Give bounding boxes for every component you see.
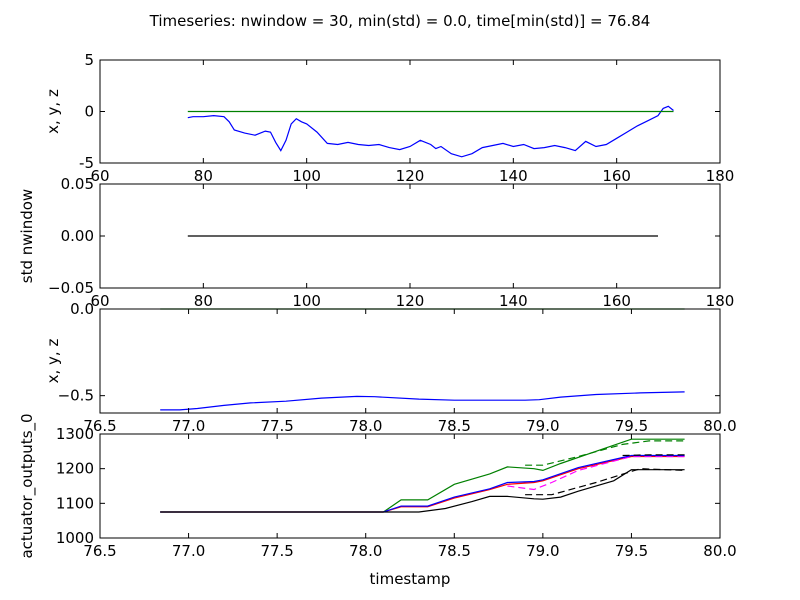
panel-2-y-tick-label: 0.00 <box>61 227 94 245</box>
panel-3-x-tick-label: 80.0 <box>703 417 736 435</box>
panel-3-x-tick-label: 76.5 <box>83 417 116 435</box>
panel-4-series-line-1 <box>160 438 685 513</box>
panel-2-y-tick-label: −0.05 <box>48 279 94 297</box>
panel-2-x-tick-label: 140 <box>499 292 528 310</box>
panel-4-y-tick-label: 1300 <box>56 425 94 443</box>
panel-4-x-tick-label: 77.5 <box>260 542 293 560</box>
panel-4-series-line-3 <box>160 455 685 513</box>
panel-2-x-tick-label: 80 <box>194 292 213 310</box>
panel-3-y-tick-label: −0.5 <box>58 387 94 405</box>
panel-1-x-tick-label: 100 <box>292 167 321 185</box>
panel-4-x-tick-label: 77.0 <box>172 542 205 560</box>
panel-4-y-axis-label: actuator_outputs_0 <box>18 413 37 558</box>
panel-1-y-axis-label: x, y, z <box>44 89 62 134</box>
panel-4-y-tick-label: 1100 <box>56 494 94 512</box>
panel-4-axes-frame <box>99 433 721 539</box>
panel-2-x-tick-label: 160 <box>602 292 631 310</box>
panel-1-x-tick-label: 60 <box>90 167 109 185</box>
panel-3-x-tick-label: 79.0 <box>526 417 559 435</box>
panel-3-x-tick-label: 77.0 <box>172 417 205 435</box>
panel-4-series-line-2 <box>525 440 685 466</box>
panel-3-x-tick-label: 78.5 <box>438 417 471 435</box>
panel-4-y-tick-label: 1200 <box>56 460 94 478</box>
panel-1-x-tick-label: 140 <box>499 167 528 185</box>
panel-1-x-tick-label: 160 <box>602 167 631 185</box>
panel-2-y-tick-label: 0.05 <box>61 175 94 193</box>
panel-2-y-axis-label: std nwindow <box>18 189 36 283</box>
panel-4-series-line-5 <box>160 454 685 513</box>
panel-4-y-tick-label: 1000 <box>56 529 94 547</box>
panel-4-x-tick-label: 76.5 <box>83 542 116 560</box>
panel-3-x-tick-label: 78.0 <box>349 417 382 435</box>
panel-4-series-line-4 <box>507 455 685 491</box>
panel-2-x-tick-label: 180 <box>706 292 735 310</box>
panel-4-x-tick-label: 79.0 <box>526 542 559 560</box>
panel-3-x-tick-label: 79.5 <box>615 417 648 435</box>
panel-4-x-tick-label: 78.0 <box>349 542 382 560</box>
panel-1-y-tick-label: 5 <box>84 51 94 69</box>
figure-title: Timeseries: nwindow = 30, min(std) = 0.0… <box>149 12 651 30</box>
panel-2-x-tick-label: 120 <box>396 292 425 310</box>
panel-3-y-axis-label: x, y, z <box>44 339 62 384</box>
panel-2-x-tick-label: 60 <box>90 292 109 310</box>
panel-1-y-tick-label: 0 <box>84 103 94 121</box>
panel-4-series-line-6 <box>525 468 685 496</box>
panel-3-y-tick-label: 0.0 <box>70 300 94 318</box>
panel-1-x-tick-label: 80 <box>194 167 213 185</box>
panel-1-series-line-1 <box>187 105 674 158</box>
panel-4-series-line-7 <box>622 454 685 457</box>
panel-4-x-axis-label: timestamp <box>370 570 451 588</box>
panel-4-x-tick-label: 78.5 <box>438 542 471 560</box>
panel-1-y-tick-label: -5 <box>79 154 94 172</box>
panel-4-x-tick-label: 79.5 <box>615 542 648 560</box>
panel-2-x-tick-label: 100 <box>292 292 321 310</box>
panel-1-x-tick-label: 180 <box>706 167 735 185</box>
panel-4-series-line-8 <box>160 469 685 513</box>
panel-1-x-tick-label: 120 <box>396 167 425 185</box>
panel-4-x-tick-label: 80.0 <box>703 542 736 560</box>
panel-3-x-tick-label: 77.5 <box>260 417 293 435</box>
panel-3-axes-frame <box>99 308 721 414</box>
panel-3-series-line-1 <box>160 391 685 411</box>
